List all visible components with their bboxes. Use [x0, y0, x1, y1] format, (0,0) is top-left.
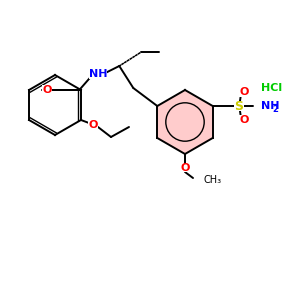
- FancyBboxPatch shape: [42, 85, 52, 95]
- Text: O: O: [239, 115, 248, 125]
- Text: HCl: HCl: [261, 83, 282, 93]
- Text: CH₃: CH₃: [203, 175, 221, 185]
- Text: O: O: [239, 87, 248, 97]
- Text: S: S: [234, 100, 243, 112]
- FancyBboxPatch shape: [234, 101, 244, 111]
- Text: O: O: [43, 85, 52, 95]
- FancyBboxPatch shape: [88, 120, 98, 130]
- Text: NH: NH: [261, 101, 279, 111]
- Text: O: O: [88, 120, 98, 130]
- FancyBboxPatch shape: [239, 87, 249, 97]
- FancyBboxPatch shape: [239, 115, 249, 125]
- Text: O: O: [180, 163, 190, 173]
- Text: NH: NH: [89, 69, 107, 79]
- FancyBboxPatch shape: [89, 69, 107, 79]
- FancyBboxPatch shape: [254, 101, 276, 111]
- Text: 2: 2: [273, 104, 279, 113]
- Polygon shape: [157, 90, 213, 154]
- FancyBboxPatch shape: [181, 164, 189, 172]
